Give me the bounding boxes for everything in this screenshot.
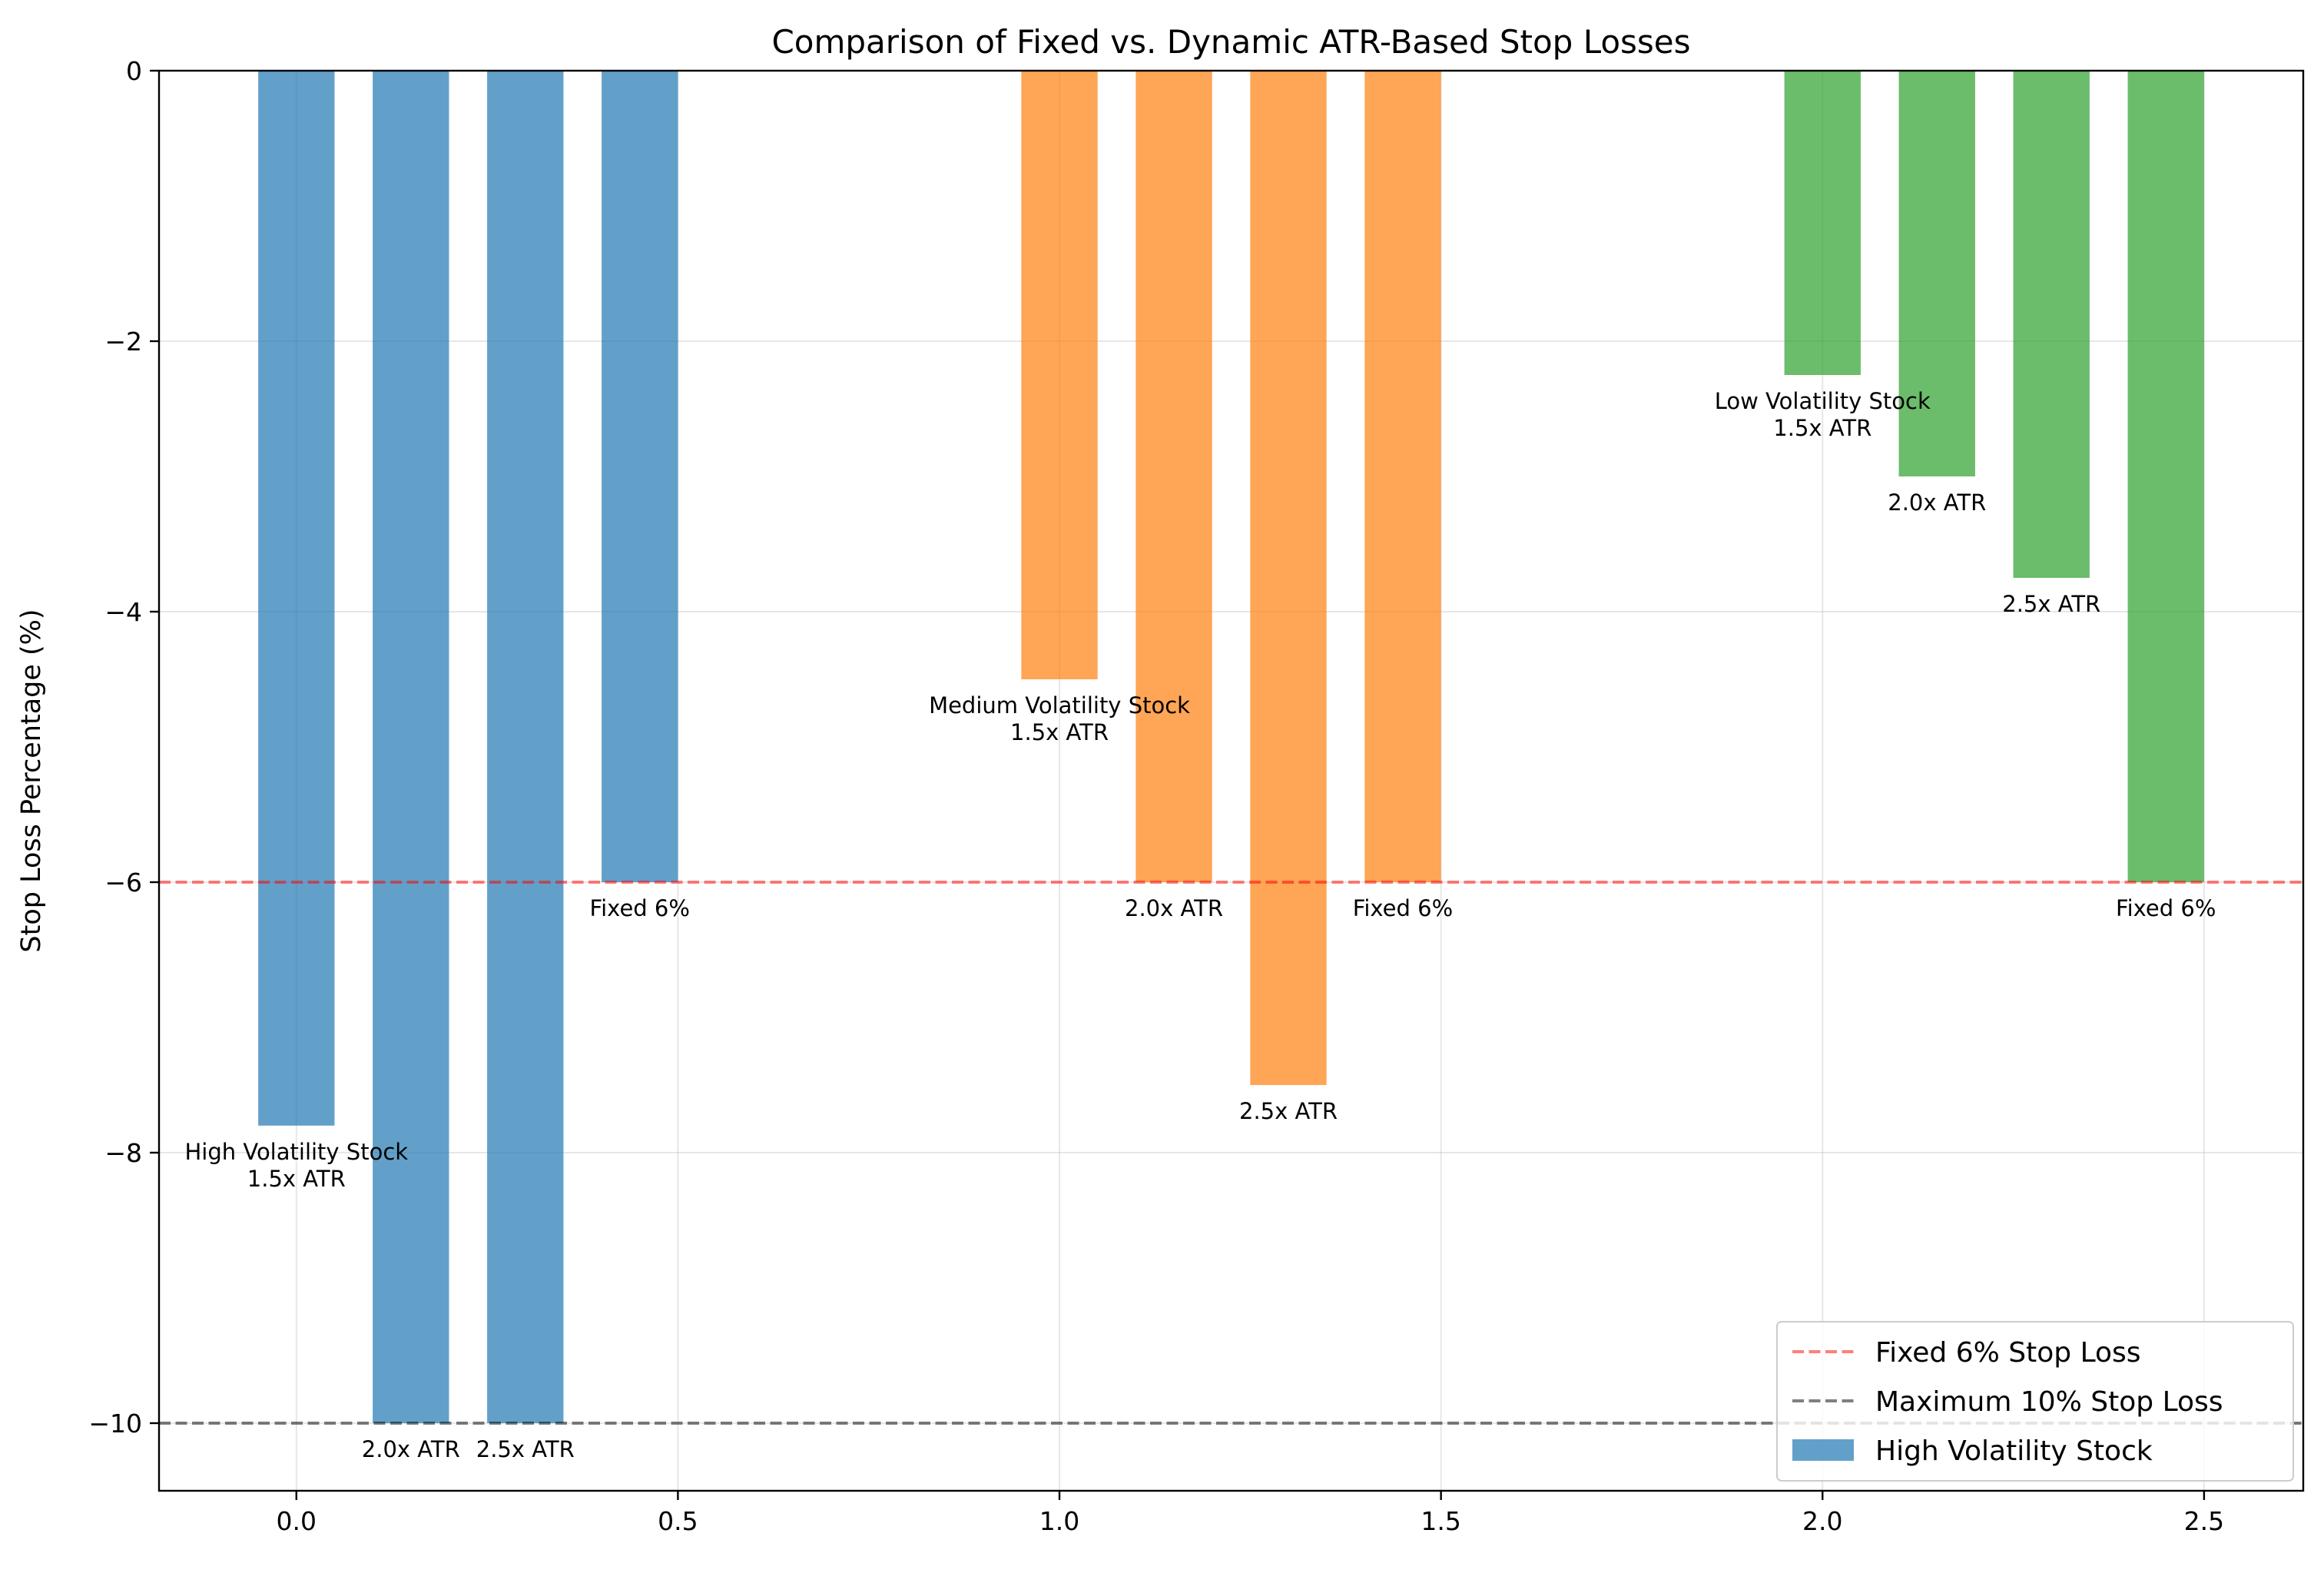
y-axis-label: Stop Loss Percentage (%) — [16, 609, 47, 952]
bar-label: 2.0x ATR — [1125, 895, 1223, 921]
bar-label: Fixed 6% — [2116, 895, 2216, 921]
bar-label: 2.5x ATR — [2002, 591, 2100, 617]
bar-label: 2.5x ATR — [1239, 1098, 1338, 1124]
bar — [1784, 71, 1861, 375]
legend-entry-label: High Volatility Stock — [1875, 1435, 2153, 1467]
bar-label: 1.5x ATR — [1773, 415, 1871, 441]
legend-patch-swatch — [1792, 1439, 1854, 1461]
bar-label: 1.5x ATR — [1010, 719, 1109, 745]
legend-entry-label: Maximum 10% Stop Loss — [1875, 1386, 2223, 1418]
chart-title: Comparison of Fixed vs. Dynamic ATR-Base… — [771, 23, 1690, 61]
legend-entry-label: Fixed 6% Stop Loss — [1875, 1337, 2141, 1369]
bar — [2127, 71, 2204, 882]
legend-box — [1776, 1321, 2294, 1482]
bar-label: Medium Volatility Stock — [929, 692, 1190, 718]
bar — [1021, 71, 1098, 679]
y-tick-label: −10 — [88, 1409, 142, 1439]
bar-label: Low Volatility Stock — [1715, 388, 1931, 414]
bar — [487, 71, 564, 1423]
bars — [258, 71, 2204, 1423]
axis-ticks: 0.0 0.5 1.0 1.5 2.0 2.5 0 −2 −4 −6 −8 −10 — [88, 56, 2224, 1536]
y-tick-label: 0 — [126, 56, 142, 86]
x-tick-label: 0.0 — [277, 1506, 317, 1536]
bar-label: Fixed 6% — [1353, 895, 1453, 921]
plot-frame — [157, 69, 2305, 1492]
y-tick-label: −8 — [104, 1138, 142, 1168]
bar — [373, 71, 449, 1423]
bar-label: 1.5x ATR — [247, 1166, 346, 1192]
x-tick-label: 0.5 — [658, 1506, 698, 1536]
bar — [2013, 71, 2090, 578]
bar — [1135, 71, 1212, 882]
bar-label: 2.5x ATR — [476, 1436, 575, 1462]
bar-label: Fixed 6% — [590, 895, 690, 921]
x-tick-label: 1.0 — [1039, 1506, 1079, 1536]
bar — [602, 71, 678, 882]
bar-label: High Volatility Stock — [184, 1139, 408, 1165]
y-tick-label: −6 — [104, 868, 142, 898]
bar — [1250, 71, 1327, 1085]
legend: Fixed 6% Stop Loss Maximum 10% Stop Loss H… — [1776, 1321, 2294, 1482]
bar — [1364, 71, 1441, 882]
x-tick-label: 2.0 — [1802, 1506, 1842, 1536]
y-tick-label: −4 — [104, 597, 142, 627]
bar — [258, 71, 335, 1126]
x-tick-label: 2.5 — [2184, 1506, 2224, 1536]
bar-label: 2.0x ATR — [1888, 489, 1986, 516]
x-tick-label: 1.5 — [1421, 1506, 1460, 1536]
bar-label: 2.0x ATR — [362, 1436, 460, 1462]
y-tick-label: −2 — [104, 327, 142, 357]
bar — [1898, 71, 1975, 476]
